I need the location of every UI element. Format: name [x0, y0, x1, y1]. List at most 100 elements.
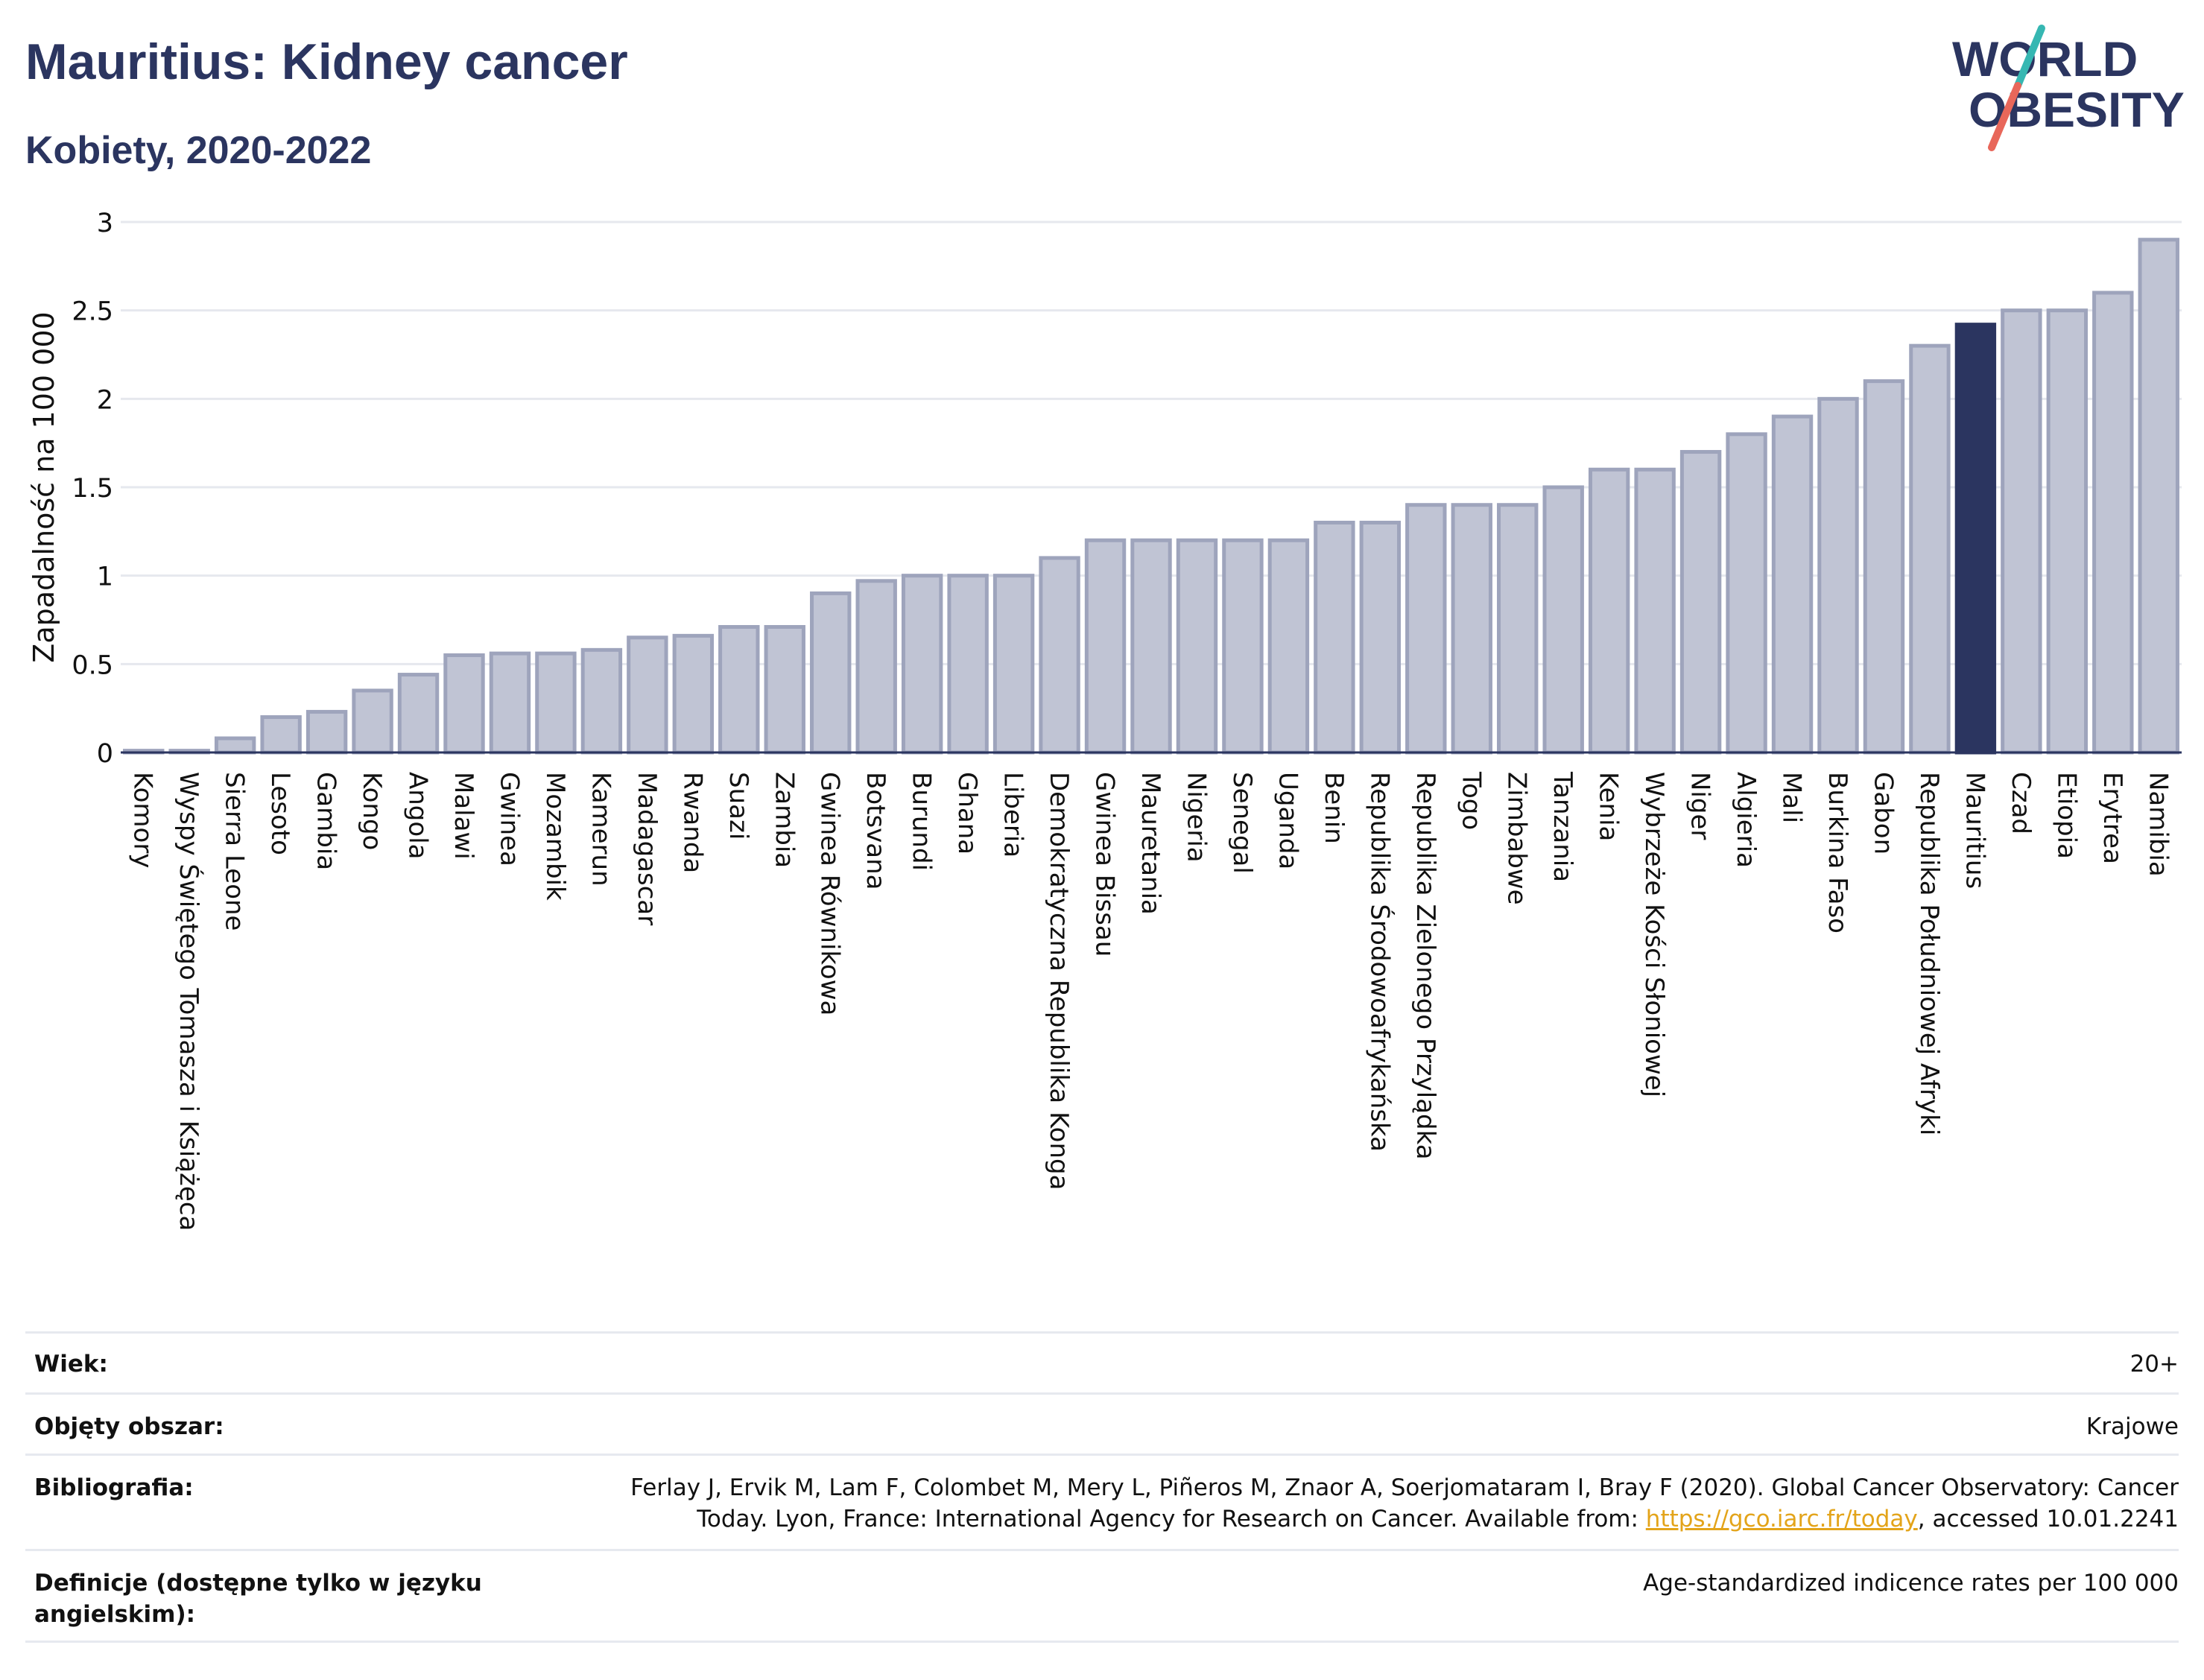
bibliography-line-2: Today. Lyon, France: International Agenc… [630, 1503, 2179, 1535]
bar [1542, 485, 1584, 755]
y-tick-label: 3 [97, 209, 113, 238]
x-tick-label: Uganda [1273, 772, 1302, 869]
x-tick-label: Madagascar [632, 772, 662, 925]
footer-bibliography-label: Bibliografia: [34, 1474, 194, 1501]
x-tick-label: Ghana [952, 772, 982, 855]
footer-row-age: Wiek: 20+ [25, 1331, 2179, 1395]
footer-area-label: Objęty obszar: [34, 1413, 224, 1440]
bar [855, 579, 897, 755]
bar [1726, 432, 1767, 755]
footer-age-value: 20+ [2129, 1351, 2179, 1378]
x-tick-label: Zambia [769, 772, 799, 868]
bar [810, 591, 852, 755]
footer-row-bibliography: Bibliografia: Ferlay J, Ervik M, Lam F, … [25, 1454, 2179, 1551]
bar [305, 709, 348, 755]
chart-subtitle: Kobiety, 2020-2022 [25, 129, 372, 172]
bar [397, 673, 440, 755]
x-tick-label: Tanzania [1548, 771, 1577, 882]
bar [1222, 538, 1264, 755]
bar [1679, 450, 1722, 755]
bar [1497, 503, 1539, 755]
footer-row-definitions: Definicje (dostępne tylko w języku angie… [25, 1549, 2179, 1642]
logo-word-world: WORLD [1952, 31, 2138, 86]
x-tick-label: Mauretania [1136, 772, 1165, 915]
bibliography-line-1: Ferlay J, Ervik M, Lam F, Colombet M, Me… [630, 1474, 2179, 1501]
bar [1314, 520, 1355, 755]
footer-definitions-label: Definicje (dostępne tylko w języku angie… [34, 1568, 482, 1630]
bar [627, 635, 668, 755]
definitions-label-line-1: Definicje (dostępne tylko w języku [34, 1570, 482, 1597]
x-tick-label: Komory [128, 772, 158, 868]
x-tick-label: Suazi [723, 772, 753, 840]
x-tick-label: Togo [1456, 771, 1486, 830]
footer-bibliography-value: Ferlay J, Ervik M, Lam F, Colombet M, Me… [630, 1472, 2179, 1535]
bar [260, 715, 302, 755]
x-tick-label: Gwinea [494, 772, 524, 866]
x-tick-label: Etiopia [2051, 772, 2081, 859]
y-axis-label: Zapadalność na 100 000 [28, 311, 60, 662]
bar [992, 574, 1035, 755]
y-tick-label: 2.5 [72, 297, 113, 327]
bar [901, 574, 943, 755]
x-tick-label: Lesoto [265, 772, 295, 855]
x-tick-label: Mozambik [540, 772, 570, 901]
bar [1084, 538, 1127, 755]
chart-title: Mauritius: Kidney cancer [25, 34, 628, 90]
x-tick-label: Malawi [449, 772, 478, 860]
bibliography-line-2-pre: Today. Lyon, France: International Agenc… [697, 1506, 1646, 1532]
bar [2001, 308, 2042, 755]
bar [1909, 343, 1951, 755]
bar-chart: 0 0.5 1 1.5 2 2.5 3 Komory Wyspy Świętego Tomas… [28, 209, 2182, 1231]
x-tick-label: Mauritius [1960, 772, 1989, 889]
bar [2138, 238, 2179, 755]
bar [443, 653, 485, 755]
x-tick-label: Gwinea Bissau [1090, 772, 1120, 957]
world-obesity-logo: WORLD OBESITY [1952, 25, 2185, 151]
bar-highlight [1954, 323, 1997, 755]
bar [1771, 414, 1814, 755]
bar [214, 736, 256, 755]
x-tick-label: Angola [403, 772, 433, 859]
x-tick-label: Sierra Leone [220, 772, 250, 931]
y-tick-label: 1 [97, 562, 113, 592]
footer-age-label: Wiek: [34, 1351, 108, 1378]
x-tick-label: Kamerun [586, 772, 615, 887]
footer-area-value: Krajowe [2086, 1413, 2179, 1440]
bar [2092, 291, 2134, 755]
x-tick-label: Burkina Faso [1823, 772, 1852, 933]
bar [1176, 538, 1218, 755]
bar [1039, 556, 1080, 755]
x-tick-label: Burundi [907, 772, 937, 871]
x-tick-label: Gwinea Równikowa [815, 772, 845, 1015]
definitions-label-line-2: angielskim): [34, 1601, 196, 1628]
x-tick-label: Niger [1685, 772, 1715, 840]
footer-definitions-value: Age-standardized indicence rates per 100… [1643, 1570, 2179, 1597]
x-tick-label: Kenia [1594, 772, 1624, 841]
x-tick-label: Namibia [2143, 772, 2173, 877]
bibliography-line-2-post: , accessed 10.01.2241 [1917, 1506, 2179, 1532]
x-tick-label: Algieria [1731, 772, 1761, 868]
bar [947, 574, 989, 755]
x-tick-label: Zimbabwe [1502, 772, 1532, 905]
x-tick-label: Kongo [357, 772, 387, 850]
bar [580, 647, 623, 755]
bar [1451, 503, 1492, 755]
y-tick-label: 0 [97, 739, 113, 769]
source-link[interactable]: https://gco.iarc.fr/today [1645, 1506, 1918, 1532]
bar [1267, 538, 1310, 755]
bar [672, 633, 715, 755]
bar [1863, 379, 1905, 755]
y-tick-label: 2 [97, 385, 113, 415]
logo-slash-teal [2014, 25, 2045, 89]
bar [352, 688, 393, 755]
x-tick-label: Liberia [998, 772, 1028, 858]
x-tick-label: Botsvana [861, 772, 890, 890]
y-tick-label: 0.5 [72, 650, 113, 680]
x-axis-labels: Komory Wyspy Świętego Tomasza i Książęca S… [128, 771, 2173, 1231]
bar [1359, 520, 1402, 755]
bars [123, 238, 2179, 755]
bar [535, 651, 577, 755]
x-tick-label: Wybrzeże Kości Słoniowej [1639, 772, 1669, 1097]
x-tick-label: Gabon [1868, 772, 1898, 855]
bar [489, 651, 531, 755]
